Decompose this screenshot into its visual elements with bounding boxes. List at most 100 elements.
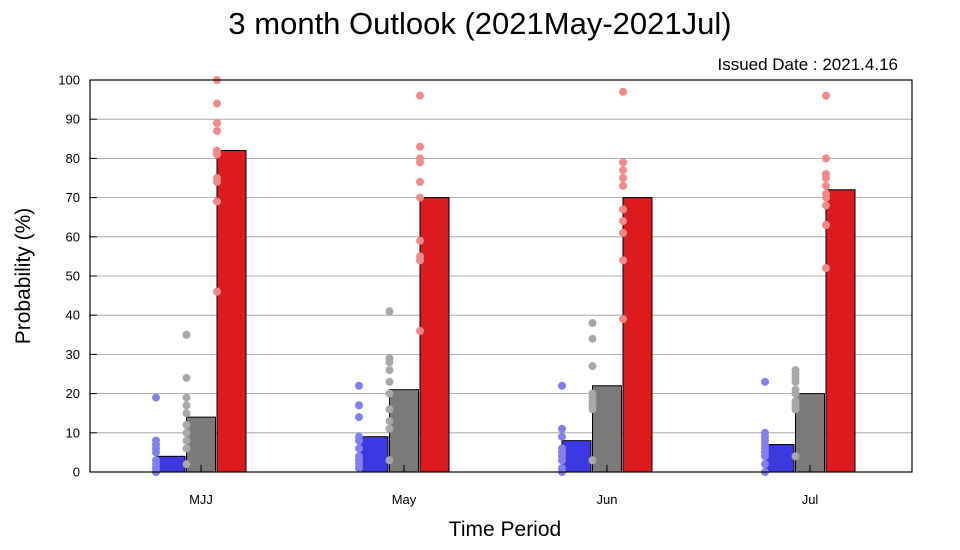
member-dot bbox=[385, 377, 394, 386]
member-dot bbox=[619, 174, 627, 182]
member-dot bbox=[791, 405, 800, 414]
member-dot bbox=[416, 256, 424, 265]
member-dot bbox=[619, 205, 627, 214]
member-dot bbox=[213, 126, 221, 135]
member-dot bbox=[822, 91, 830, 100]
member-dot bbox=[416, 236, 424, 245]
bar bbox=[561, 440, 592, 473]
member-dot bbox=[822, 264, 830, 273]
y-tick-label: 70 bbox=[66, 190, 80, 205]
x-tick-label: May bbox=[392, 492, 417, 507]
x-tick-label: Jun bbox=[597, 492, 618, 507]
member-dot bbox=[355, 381, 363, 390]
member-dot bbox=[385, 424, 394, 433]
member-dot bbox=[822, 193, 830, 202]
member-dot bbox=[619, 217, 627, 226]
member-dot bbox=[385, 366, 394, 375]
member-dot bbox=[588, 456, 597, 465]
x-axis-label: Time Period bbox=[448, 518, 562, 541]
member-dot bbox=[182, 460, 191, 469]
y-tick-label: 20 bbox=[66, 386, 80, 401]
y-tick-label: 50 bbox=[66, 269, 80, 284]
member-dot bbox=[558, 424, 566, 433]
y-tick-label: 40 bbox=[66, 308, 80, 323]
member-dot bbox=[619, 181, 627, 190]
member-dot bbox=[182, 393, 191, 402]
member-dot bbox=[385, 456, 394, 465]
member-dot bbox=[558, 456, 566, 465]
member-dot bbox=[355, 436, 363, 445]
bar bbox=[592, 385, 622, 473]
member-dot bbox=[152, 448, 160, 457]
grid-layer bbox=[90, 118, 912, 434]
member-dot bbox=[619, 256, 627, 265]
y-tick-label: 10 bbox=[66, 425, 80, 440]
bar bbox=[186, 416, 216, 473]
member-dot bbox=[213, 287, 221, 296]
member-dot bbox=[355, 444, 363, 453]
member-dot bbox=[213, 150, 221, 159]
member-dot bbox=[822, 201, 830, 210]
member-dot bbox=[385, 307, 394, 316]
bar bbox=[216, 150, 247, 473]
bar bbox=[155, 455, 186, 473]
member-dot bbox=[213, 197, 221, 206]
member-dot bbox=[416, 158, 424, 167]
member-dot bbox=[213, 177, 221, 186]
member-dot bbox=[416, 193, 424, 202]
y-tick-label: 80 bbox=[66, 151, 80, 166]
member-dot bbox=[558, 381, 566, 390]
member-dot bbox=[385, 405, 394, 414]
member-dot bbox=[588, 362, 597, 371]
member-dot bbox=[416, 142, 424, 151]
member-dot bbox=[182, 409, 191, 418]
member-dot bbox=[355, 401, 363, 410]
member-dot bbox=[355, 413, 363, 422]
bar bbox=[825, 189, 856, 473]
member-dot bbox=[182, 330, 191, 339]
member-dot bbox=[822, 154, 830, 163]
dot-layer bbox=[152, 76, 830, 476]
member-dot bbox=[791, 377, 800, 386]
member-dot bbox=[182, 444, 191, 453]
member-dot bbox=[385, 389, 394, 398]
member-dot bbox=[416, 326, 424, 335]
member-dot bbox=[619, 228, 627, 237]
member-dot bbox=[355, 464, 363, 473]
member-dot bbox=[182, 436, 191, 445]
bar-layer bbox=[155, 150, 856, 473]
y-tick-label: 60 bbox=[66, 229, 80, 244]
member-dot bbox=[416, 177, 424, 186]
bar bbox=[764, 444, 795, 473]
bar bbox=[389, 389, 419, 473]
axis-layer: 0 10 20 30 40 50 60 70 80 90 100 MJJ May Jun Jul bbox=[58, 73, 818, 508]
member-dot bbox=[619, 166, 627, 175]
member-dot bbox=[619, 87, 627, 96]
y-tick-label: 90 bbox=[66, 112, 80, 127]
x-tick-label: MJJ bbox=[189, 492, 213, 507]
member-dot bbox=[182, 401, 191, 410]
member-dot bbox=[385, 358, 394, 367]
member-dot bbox=[213, 99, 221, 108]
bar bbox=[622, 197, 653, 473]
bar bbox=[795, 393, 825, 473]
member-dot bbox=[761, 452, 769, 461]
member-dot bbox=[822, 174, 830, 182]
member-dot bbox=[619, 158, 627, 167]
chart-title: 3 month Outlook (2021May-2021Jul) bbox=[228, 6, 732, 41]
member-dot bbox=[182, 373, 191, 382]
issued-date-label: Issued Date : 2021.4.16 bbox=[717, 55, 898, 74]
member-dot bbox=[761, 377, 769, 386]
member-dot bbox=[385, 417, 394, 426]
member-dot bbox=[619, 315, 627, 324]
member-dot bbox=[558, 432, 566, 441]
member-dot bbox=[761, 460, 769, 469]
member-dot bbox=[182, 428, 191, 437]
member-dot bbox=[588, 334, 597, 343]
member-dot bbox=[791, 452, 800, 461]
member-dot bbox=[152, 393, 160, 402]
y-axis-label: Probability (%) bbox=[12, 207, 35, 345]
member-dot bbox=[822, 181, 830, 190]
y-tick-label: 0 bbox=[73, 465, 80, 480]
